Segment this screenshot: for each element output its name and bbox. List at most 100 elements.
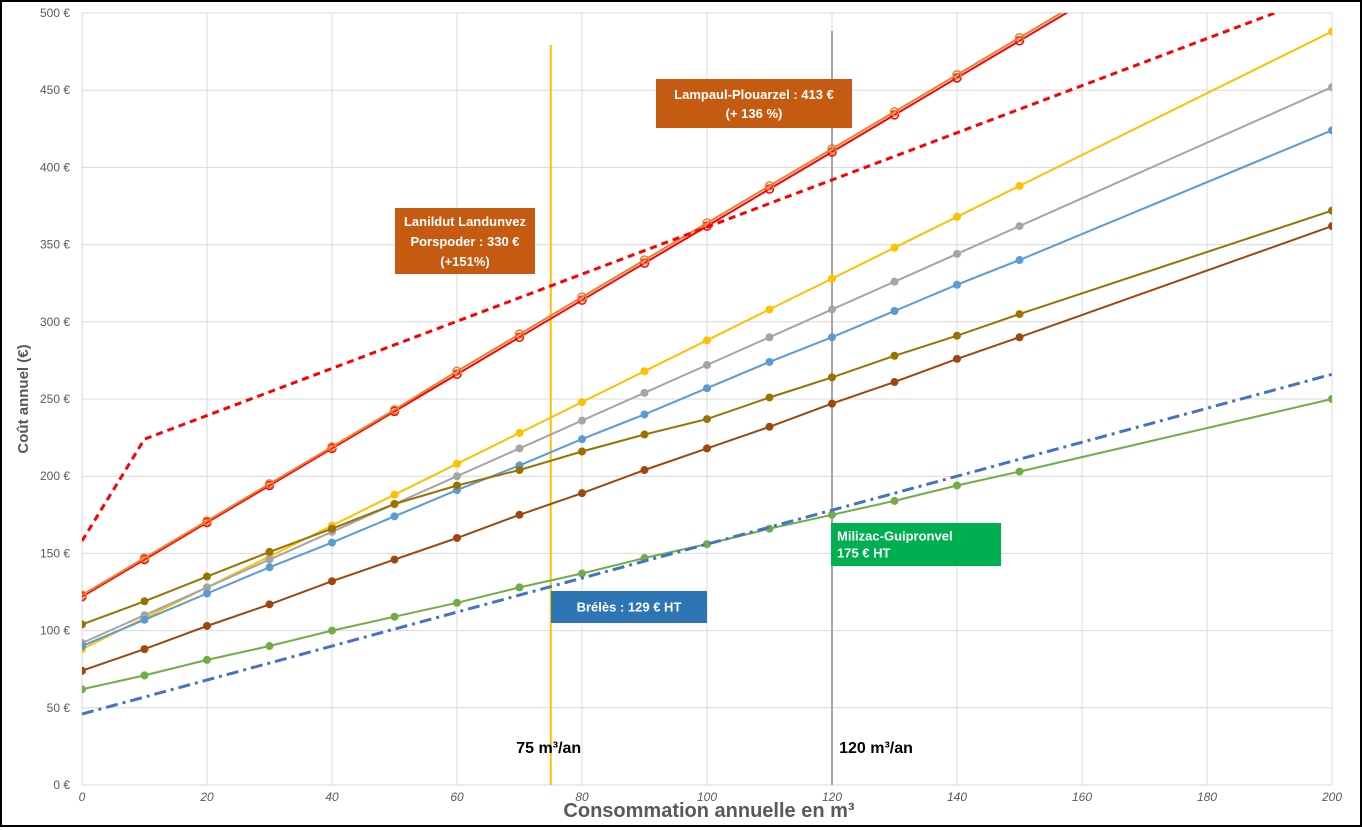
data-point	[578, 569, 586, 578]
data-point	[890, 243, 899, 252]
data-point	[203, 655, 211, 664]
data-point	[1078, 2, 1086, 5]
series-4	[82, 83, 1332, 647]
callout-box	[551, 591, 707, 623]
series-line	[82, 13, 1064, 596]
data-point	[265, 547, 274, 556]
data-point	[390, 512, 399, 521]
series-line	[82, 13, 1279, 542]
data-point	[890, 306, 899, 315]
y-tick-label: 50 €	[47, 701, 71, 715]
data-point	[703, 361, 711, 370]
data-point	[952, 70, 962, 80]
data-point	[203, 583, 211, 592]
callout-lanildut: Lanildut Landunvez Porspoder : 330 € (+151…	[395, 208, 535, 274]
callout-lampaul: Lampaul-Plouarzel : 413 € (+ 136 %)	[656, 79, 852, 128]
data-point	[390, 612, 399, 621]
data-point	[1015, 467, 1024, 476]
data-point	[1328, 83, 1332, 92]
data-point	[578, 447, 586, 456]
x-tick-label: 80	[575, 790, 589, 804]
data-point	[703, 415, 711, 424]
y-tick-label: 300 €	[40, 315, 70, 329]
data-point	[453, 533, 461, 542]
data-point	[953, 212, 961, 221]
callout-line: Lanildut Landunvez	[404, 214, 527, 229]
x-tick-label: 100	[697, 790, 717, 804]
series-2	[82, 13, 1279, 542]
data-point	[328, 577, 336, 586]
data-point	[828, 373, 836, 382]
series-6	[82, 206, 1332, 629]
data-point	[1015, 256, 1024, 265]
callout-line: Lampaul-Plouarzel : 413 €	[674, 87, 834, 102]
y-tick-label: 450 €	[40, 83, 70, 97]
data-point	[203, 621, 211, 630]
data-point	[828, 305, 836, 314]
x-tick-label: 200	[1321, 790, 1342, 804]
x-tick-label: 120	[822, 790, 842, 804]
data-point	[953, 354, 961, 363]
data-point	[1015, 181, 1024, 190]
data-point	[578, 435, 586, 444]
y-axis-title: Coût annuel (€)	[15, 344, 32, 453]
data-point	[578, 489, 586, 498]
data-point	[514, 329, 525, 339]
series-layer	[82, 2, 1332, 716]
data-point	[828, 333, 836, 342]
data-point	[390, 499, 399, 508]
data-point	[328, 626, 336, 635]
data-point	[327, 442, 337, 452]
data-point	[578, 398, 586, 407]
data-point	[890, 496, 899, 505]
data-point	[640, 367, 649, 376]
data-point	[1328, 206, 1332, 215]
data-point	[703, 384, 711, 393]
data-point	[82, 666, 86, 675]
data-point	[640, 430, 649, 439]
data-point	[1328, 126, 1332, 135]
y-tick-label: 0 €	[53, 778, 70, 792]
x-tick-label: 20	[199, 790, 214, 804]
y-tick-label: 100 €	[40, 624, 70, 638]
data-point	[265, 563, 274, 572]
callout-line: (+ 136 %)	[726, 106, 783, 121]
data-point	[139, 553, 150, 563]
x-tick-label: 180	[1197, 790, 1217, 804]
data-point	[1078, 2, 1086, 8]
vertical-line-label: 120 m³/an	[839, 740, 913, 757]
callout-box	[656, 79, 852, 128]
data-point	[390, 555, 399, 564]
data-point	[1015, 333, 1024, 342]
series-line	[82, 13, 1069, 598]
callout-box	[395, 208, 535, 274]
data-point	[328, 538, 336, 547]
data-point	[453, 598, 461, 607]
data-point	[389, 405, 400, 415]
data-point	[328, 524, 336, 533]
callout-line: Porspoder : 330 €	[410, 234, 519, 249]
data-point	[703, 444, 711, 453]
data-point	[515, 510, 524, 519]
y-tick-label: 200 €	[40, 469, 70, 483]
data-point	[140, 597, 149, 606]
data-point	[265, 642, 274, 651]
data-point	[1328, 222, 1332, 231]
data-point	[889, 107, 900, 117]
data-point	[827, 144, 837, 154]
data-point	[453, 481, 461, 490]
callout-line: Milizac-Guipronvel	[837, 528, 953, 543]
x-tick-label: 160	[1072, 790, 1092, 804]
y-tick-label: 350 €	[40, 238, 70, 252]
data-point	[953, 331, 961, 340]
gridlines	[81, 12, 1333, 786]
data-point	[515, 583, 524, 592]
data-point	[1015, 310, 1024, 319]
data-point	[82, 685, 86, 694]
data-point	[828, 274, 836, 283]
annotations: Lampaul-Plouarzel : 413 € (+ 136 %) Lanild…	[395, 79, 1001, 623]
data-point	[82, 620, 86, 629]
y-tick-label: 400 €	[40, 160, 70, 174]
data-point	[264, 479, 275, 489]
